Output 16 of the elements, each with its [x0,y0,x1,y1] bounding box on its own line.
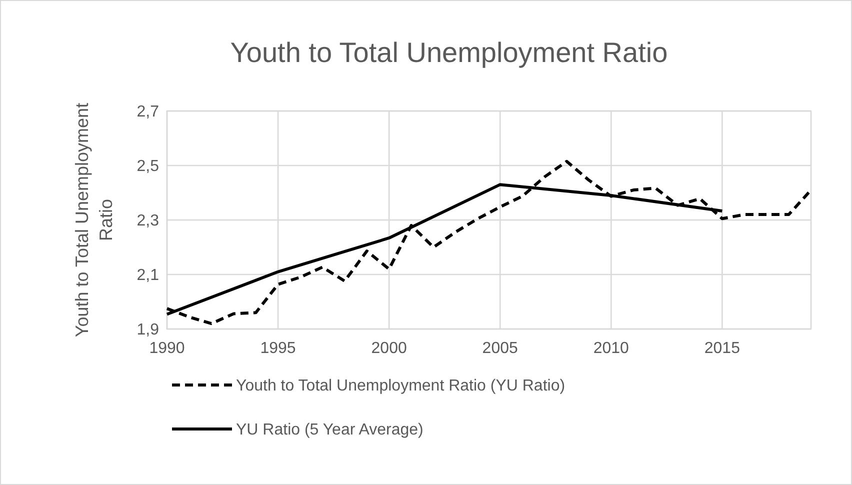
legend-label: YU Ratio (5 Year Average) [236,422,424,439]
x-tick-label: 2010 [593,340,630,357]
x-tick-label: 2015 [704,340,740,357]
x-tick-label: 1995 [260,340,296,357]
y-tick-label: 1,9 [136,322,160,339]
y-axis-title: Youth to Total Unemployment Ratio [72,102,116,338]
x-tick-label: 2000 [371,340,407,357]
x-tick-label: 2005 [482,340,518,357]
y-tick-label: 2,1 [136,267,160,284]
y-tick-label: 2,3 [136,212,160,230]
legend-label: Youth to Total Unemployment Ratio (YU Ratio) [236,378,566,395]
y-tick-label: 2,7 [136,104,160,121]
x-tick-label: 1990 [149,340,185,357]
line-series [166,160,812,326]
chart-title: Youth to Total Unemployment Ratio [230,37,668,68]
y-tick-label: 2,5 [136,158,160,176]
